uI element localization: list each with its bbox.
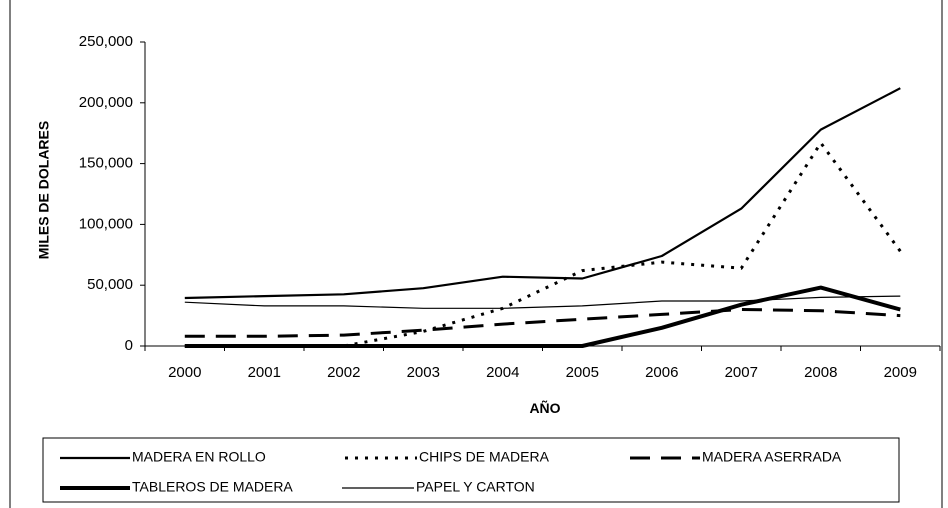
y-axis: 0 50,000 100,000 150,000 200,000 250,000 MILE…	[36, 33, 146, 354]
legend-item-tableros-de-madera: TABLEROS DE MADERA	[60, 479, 293, 495]
x-tick-label: 2005	[566, 364, 599, 381]
x-tick-label: 2007	[725, 364, 758, 381]
y-tick-label: 250,000	[79, 33, 133, 50]
y-tick-label: 50,000	[87, 276, 133, 293]
series-line-madera-aserrada	[184, 308, 901, 338]
x-axis: 2000 2001 2002 2003 2004 2005 2006 2007 2008 2009…	[144, 345, 941, 416]
series-layer	[184, 87, 902, 348]
x-tick-label: 2001	[248, 364, 281, 381]
legend-label: MADERA ASERRADA	[702, 449, 842, 465]
series-line-tableros-de-madera	[184, 285, 901, 348]
legend-items: MADERA EN ROLLO CHIPS DE MADERA MADERA ASE…	[60, 449, 842, 495]
legend-box	[42, 437, 900, 503]
y-tick-label: 0	[125, 337, 133, 354]
x-tick-label: 2004	[486, 364, 519, 381]
series-line-papel-y-carton	[184, 295, 901, 309]
y-tick-label: 200,000	[79, 94, 133, 111]
x-tick-label: 2000	[168, 364, 201, 381]
x-tick-label: 2009	[884, 364, 917, 381]
x-axis-label: AÑO	[529, 399, 560, 416]
legend-label: TABLEROS DE MADERA	[132, 479, 293, 495]
y-tick-label: 150,000	[79, 155, 133, 172]
series-line-chips-de-madera	[184, 141, 902, 348]
legend-label: PAPEL Y CARTON	[416, 479, 535, 495]
x-tick-label: 2003	[407, 364, 440, 381]
x-tick-label: 2002	[327, 364, 360, 381]
legend: MADERA EN ROLLO CHIPS DE MADERA MADERA ASE…	[42, 437, 900, 503]
legend-item-chips-de-madera: CHIPS DE MADERA	[345, 449, 550, 465]
legend-item-madera-en-rollo: MADERA EN ROLLO	[60, 449, 266, 465]
series-line-madera-en-rollo	[184, 87, 901, 300]
x-tick-label: 2008	[804, 364, 837, 381]
x-tick-label: 2006	[645, 364, 678, 381]
x-axis-ticks: 2000 2001 2002 2003 2004 2005 2006 2007 2008 2009	[144, 346, 941, 381]
legend-label: CHIPS DE MADERA	[419, 449, 550, 465]
legend-item-madera-aserrada: MADERA ASERRADA	[630, 449, 842, 465]
y-axis-ticks: 0 50,000 100,000 150,000 200,000 250,000	[79, 33, 145, 354]
legend-item-papel-y-carton: PAPEL Y CARTON	[342, 479, 535, 495]
legend-label: MADERA EN ROLLO	[132, 449, 266, 465]
y-tick-label: 100,000	[79, 215, 133, 232]
y-axis-label: MILES DE DOLARES	[36, 121, 52, 259]
